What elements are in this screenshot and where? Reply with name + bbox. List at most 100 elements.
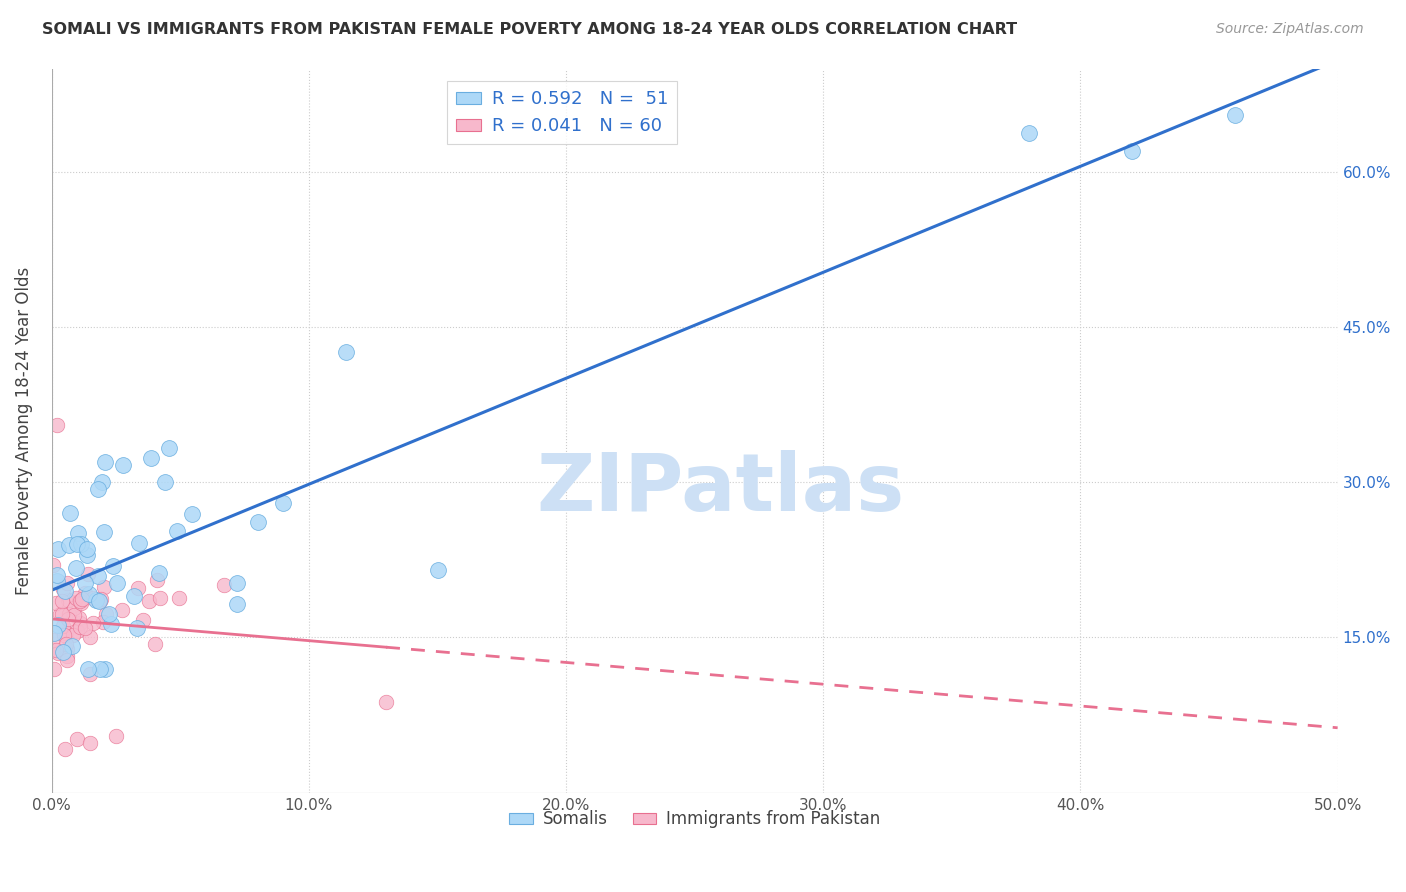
Point — [45, 418, 67, 433]
Point — [45, 642, 67, 657]
Text: Source: ZipAtlas.com: Source: ZipAtlas.com — [1216, 22, 1364, 37]
Point — [111, 603, 134, 617]
Point — [105, 576, 128, 591]
Point — [143, 637, 166, 651]
Point — [66, 731, 89, 746]
Point — [149, 591, 172, 605]
Point — [94, 455, 117, 469]
Point — [52, 618, 75, 632]
Point — [56, 576, 79, 591]
Point — [60, 639, 83, 653]
Point — [90, 592, 112, 607]
Point — [82, 615, 104, 630]
Point — [58, 607, 80, 622]
Point — [56, 612, 79, 626]
Point — [79, 667, 101, 681]
Point — [375, 695, 398, 709]
Point — [45, 568, 67, 582]
Point — [44, 626, 66, 640]
Point — [214, 577, 236, 591]
Point — [124, 590, 146, 604]
Point — [56, 648, 79, 663]
Point — [226, 597, 249, 611]
Point — [62, 608, 84, 623]
Text: ZIPatlas: ZIPatlas — [536, 450, 904, 527]
Point — [84, 593, 107, 607]
Point — [125, 621, 148, 635]
Point — [59, 506, 82, 520]
Point — [42, 558, 65, 572]
Point — [44, 662, 66, 676]
Point — [65, 624, 87, 638]
Point — [166, 524, 188, 539]
Point — [46, 574, 69, 588]
Point — [89, 594, 111, 608]
Point — [157, 441, 180, 455]
Point — [73, 586, 96, 600]
Text: SOMALI VS IMMIGRANTS FROM PAKISTAN FEMALE POVERTY AMONG 18-24 YEAR OLDS CORRELAT: SOMALI VS IMMIGRANTS FROM PAKISTAN FEMAL… — [42, 22, 1018, 37]
Point — [42, 632, 65, 647]
Point — [52, 645, 75, 659]
Point — [69, 593, 91, 607]
Point — [271, 496, 294, 510]
Point — [55, 637, 77, 651]
Point — [69, 536, 91, 550]
Point — [46, 617, 69, 632]
Point — [53, 583, 76, 598]
Point — [97, 607, 120, 622]
Point — [79, 630, 101, 644]
Point — [76, 542, 98, 557]
Point — [181, 508, 204, 522]
Point — [51, 607, 73, 622]
Point — [77, 566, 100, 581]
Point — [111, 458, 134, 472]
Point — [87, 482, 110, 496]
Point — [335, 345, 357, 359]
Point — [67, 594, 90, 608]
Point — [52, 628, 75, 642]
Point — [101, 559, 124, 574]
Point — [89, 661, 111, 675]
Point — [51, 594, 73, 608]
Point — [48, 607, 70, 621]
Point — [426, 563, 449, 577]
Point — [65, 561, 87, 575]
Point — [93, 580, 115, 594]
Point — [51, 582, 73, 596]
Point — [56, 653, 79, 667]
Point — [69, 616, 91, 631]
Point — [87, 569, 110, 583]
Point — [76, 661, 98, 675]
Point — [66, 526, 89, 541]
Point — [62, 628, 84, 642]
Point — [1018, 126, 1040, 140]
Point — [1223, 108, 1246, 122]
Point — [82, 591, 104, 605]
Point — [153, 475, 176, 489]
Legend: Somalis, Immigrants from Pakistan: Somalis, Immigrants from Pakistan — [502, 804, 887, 835]
Point — [145, 574, 167, 588]
Point — [94, 661, 117, 675]
Point — [225, 575, 247, 590]
Point — [100, 616, 122, 631]
Point — [127, 581, 149, 595]
Point — [63, 601, 86, 615]
Point — [75, 575, 97, 590]
Point — [138, 594, 160, 608]
Point — [148, 566, 170, 580]
Point — [53, 742, 76, 756]
Point — [65, 591, 87, 606]
Point — [46, 646, 69, 660]
Point — [75, 621, 97, 635]
Point — [105, 729, 128, 743]
Point — [1121, 145, 1143, 159]
Point — [55, 625, 77, 640]
Point — [89, 594, 111, 608]
Y-axis label: Female Poverty Among 18-24 Year Olds: Female Poverty Among 18-24 Year Olds — [15, 267, 32, 595]
Point — [96, 607, 118, 622]
Point — [79, 736, 101, 750]
Point — [93, 615, 115, 629]
Point — [46, 542, 69, 557]
Point — [90, 475, 112, 489]
Point — [93, 525, 115, 540]
